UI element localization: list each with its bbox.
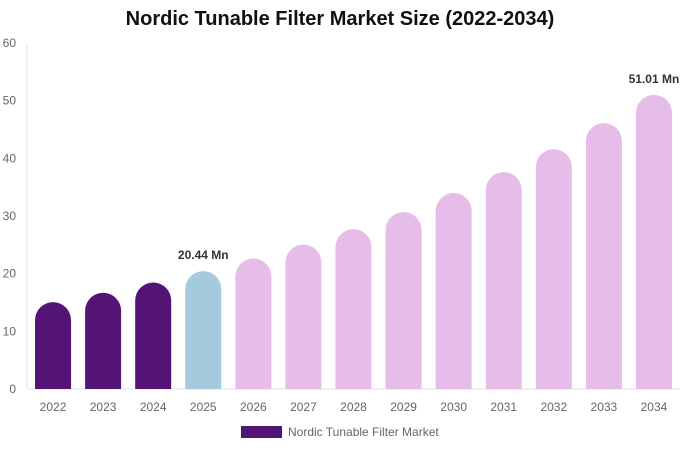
bar-2034 bbox=[635, 94, 672, 389]
data-label-2025: 20.44 Mn bbox=[178, 248, 229, 262]
bar-2027 bbox=[285, 244, 322, 389]
x-tick-label: 2028 bbox=[340, 400, 367, 414]
x-tick-label: 2026 bbox=[240, 400, 267, 414]
y-tick-label: 0 bbox=[9, 382, 16, 396]
bar-2022 bbox=[35, 302, 72, 389]
legend: Nordic Tunable Filter Market bbox=[241, 425, 439, 439]
bar-2031 bbox=[485, 172, 522, 389]
bar-2033 bbox=[585, 123, 622, 389]
x-tick-label: 2023 bbox=[90, 400, 117, 414]
y-tick-label: 60 bbox=[3, 36, 17, 50]
bar-2030 bbox=[435, 193, 472, 389]
x-tick-label: 2030 bbox=[440, 400, 467, 414]
y-tick-label: 40 bbox=[3, 151, 17, 165]
bar-2026 bbox=[235, 258, 272, 389]
x-tick-label: 2025 bbox=[190, 400, 217, 414]
y-tick-label: 50 bbox=[3, 94, 17, 108]
x-tick-label: 2034 bbox=[641, 400, 668, 414]
x-tick-label: 2024 bbox=[140, 400, 167, 414]
y-tick-label: 20 bbox=[3, 267, 17, 281]
y-tick-label: 10 bbox=[3, 324, 17, 338]
bar-2032 bbox=[535, 149, 572, 389]
x-tick-label: 2031 bbox=[490, 400, 517, 414]
data-label-2034: 51.01 Mn bbox=[629, 72, 680, 86]
x-tick-label: 2032 bbox=[540, 400, 567, 414]
x-tick-label: 2033 bbox=[591, 400, 618, 414]
bar-2029 bbox=[385, 211, 422, 389]
y-tick-label: 30 bbox=[3, 209, 17, 223]
bar-2024 bbox=[135, 282, 172, 389]
x-tick-label: 2029 bbox=[390, 400, 417, 414]
chart-title: Nordic Tunable Filter Market Size (2022-… bbox=[125, 8, 555, 30]
bar-2023 bbox=[85, 292, 122, 389]
bar-2028 bbox=[335, 229, 372, 389]
bar-2025 bbox=[185, 271, 222, 389]
x-tick-label: 2022 bbox=[40, 400, 67, 414]
legend-swatch bbox=[241, 426, 282, 438]
x-tick-label: 2027 bbox=[290, 400, 317, 414]
legend-label: Nordic Tunable Filter Market bbox=[288, 425, 439, 439]
